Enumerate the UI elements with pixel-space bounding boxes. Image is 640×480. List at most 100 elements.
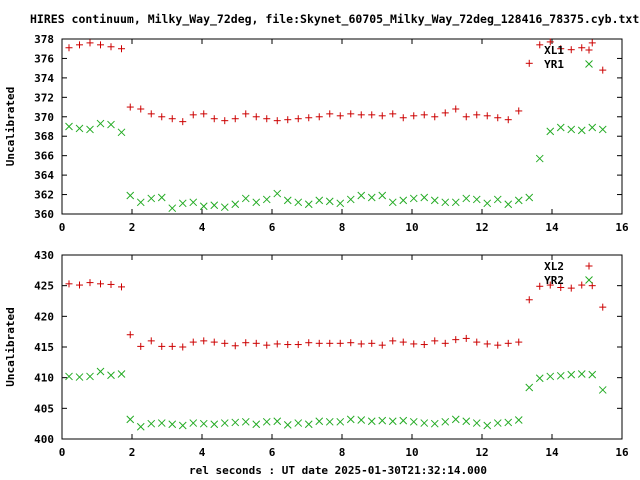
data-point-x: [546, 372, 555, 381]
data-point-plus: [97, 41, 104, 49]
data-point-x: [567, 125, 576, 134]
x-b: [241, 417, 250, 426]
data-point-x: [388, 198, 397, 207]
x-b: [399, 416, 408, 425]
x-b: [588, 123, 597, 132]
plot-frame: [61, 38, 623, 215]
data-point-plus: [252, 113, 260, 121]
data-point-x: [96, 119, 105, 128]
y-axis-label: Uncalibrated: [4, 307, 17, 386]
data-point-x: [96, 367, 105, 376]
data-point-x: [367, 417, 376, 426]
x-tick-label: 4: [199, 446, 206, 459]
x-b: [378, 416, 387, 425]
x-b: [304, 200, 313, 209]
data-point-plus: [137, 342, 145, 350]
y-tick-label: 364: [34, 169, 54, 182]
x-b: [86, 125, 94, 134]
data-point-x: [598, 125, 607, 134]
data-point-x: [315, 196, 324, 205]
data-point-x: [567, 370, 576, 379]
x-b: [283, 196, 292, 205]
x-b: [462, 417, 471, 426]
x-b: [262, 417, 271, 426]
x-b: [107, 371, 115, 380]
data-point-x: [577, 370, 586, 378]
data-point-plus: [567, 46, 575, 54]
x-b: [210, 420, 219, 429]
y-tick-label: 400: [34, 433, 54, 446]
x-b: [451, 415, 460, 424]
x-b: [262, 195, 271, 204]
data-point-plus: [494, 341, 502, 349]
data-point-x: [325, 197, 334, 206]
data-point-plus: [410, 340, 418, 348]
x-tick-label: 2: [129, 446, 136, 459]
x-b: [430, 196, 439, 205]
legend-label: XL2: [544, 260, 564, 273]
x-b: [304, 420, 313, 429]
x-b: [117, 128, 126, 137]
data-point-plus: [420, 341, 428, 349]
x-b: [147, 194, 156, 203]
x-b: [336, 199, 345, 208]
legend-label: YR2: [544, 274, 564, 287]
data-point-plus: [86, 279, 94, 287]
data-point-x: [294, 198, 303, 207]
data-point-x: [168, 204, 177, 213]
x-b: [168, 204, 177, 213]
data-point-plus: [462, 113, 470, 121]
data-point-x: [346, 415, 355, 424]
x-b: [493, 195, 502, 204]
data-point-x: [451, 198, 460, 207]
data-point-x: [493, 195, 502, 204]
data-point-plus: [118, 45, 125, 53]
data-point-plus: [221, 117, 229, 125]
data-point-plus: [147, 110, 155, 118]
data-point-plus: [347, 110, 355, 118]
data-point-plus: [221, 339, 229, 347]
legend-marker: [585, 60, 593, 68]
y-tick-label: 374: [34, 72, 54, 85]
data-point-plus: [210, 338, 218, 346]
x-b: [588, 370, 597, 379]
data-point-plus: [494, 114, 502, 122]
x-b: [336, 417, 345, 426]
data-point-x: [357, 191, 366, 200]
data-point-x: [399, 416, 408, 425]
data-point-plus: [231, 342, 239, 350]
x-tick-label: 6: [269, 221, 276, 234]
data-point-plus: [557, 45, 565, 53]
x-b: [535, 374, 544, 383]
x-tick-label: 10: [405, 446, 418, 459]
y-tick-label: 360: [34, 208, 54, 221]
y-tick-label: 372: [34, 91, 54, 104]
y-tick-label: 368: [34, 130, 54, 143]
x-b: [585, 60, 593, 68]
data-point-plus: [200, 110, 208, 118]
x-b: [525, 193, 534, 202]
data-point-plus: [200, 337, 208, 345]
data-point-x: [75, 124, 84, 133]
data-point-x: [504, 418, 513, 427]
data-point-plus: [86, 39, 94, 47]
data-point-x: [577, 126, 586, 135]
x-b: [367, 193, 376, 202]
data-point-plus: [452, 336, 460, 344]
legend-marker: [585, 276, 593, 284]
data-point-plus: [515, 107, 523, 115]
data-point-plus: [126, 331, 134, 339]
data-point-x: [388, 417, 397, 426]
x-b: [598, 125, 607, 134]
data-point-x: [283, 196, 292, 205]
data-point-plus: [441, 109, 449, 117]
x-b: [178, 421, 187, 430]
x-b: [241, 194, 250, 203]
data-point-x: [430, 419, 439, 428]
x-b: [126, 191, 135, 200]
x-b: [504, 418, 513, 427]
x-tick-label: 4: [199, 221, 206, 234]
data-point-x: [504, 200, 513, 209]
x-b: [199, 202, 208, 211]
data-point-x: [86, 372, 94, 381]
